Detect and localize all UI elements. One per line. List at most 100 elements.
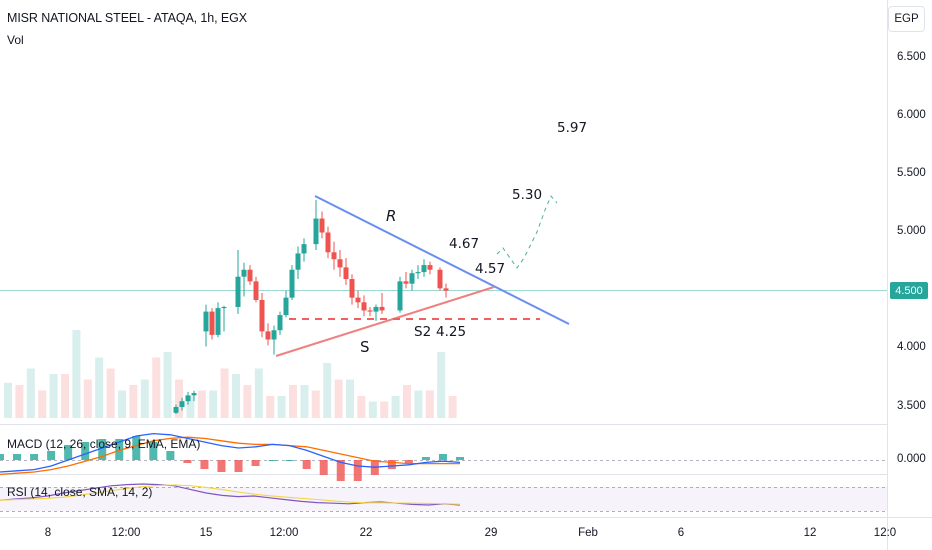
candle-body <box>319 218 325 233</box>
candle-body <box>221 306 227 309</box>
price-tick: 6.500 <box>897 51 926 63</box>
candle-body <box>415 272 421 274</box>
candle-body <box>403 281 409 284</box>
candle-body <box>283 297 289 316</box>
candle-body <box>349 279 355 298</box>
candle-body <box>179 401 185 407</box>
macd-histogram-bar <box>64 445 73 460</box>
volume-bar <box>129 385 138 418</box>
macd-histogram-bar <box>200 460 209 469</box>
rsi-legend[interactable]: RSI (14, close, SMA, 14, 2) <box>7 485 153 499</box>
candle-body <box>253 281 259 300</box>
candle-body <box>409 273 415 284</box>
macd-histogram-bar <box>456 457 464 460</box>
macd-histogram-bar <box>234 460 243 472</box>
volume-bar <box>403 385 411 418</box>
rsi-line <box>0 483 461 506</box>
volume-bar <box>26 368 35 418</box>
volume-bar <box>311 390 320 418</box>
volume-bar <box>38 390 47 418</box>
volume-bar <box>391 396 400 418</box>
volume-bar <box>49 374 58 418</box>
level-4-67: 4.67 <box>449 236 480 252</box>
candle-body <box>427 265 433 270</box>
support-trendline[interactable] <box>275 286 495 357</box>
price-tick: 5.500 <box>897 167 926 179</box>
volume-bar <box>289 385 297 418</box>
candle-body <box>295 253 301 270</box>
volume-bar <box>380 401 389 418</box>
macd-histogram-bar <box>353 460 362 481</box>
time-tick: 12:00 <box>269 527 299 539</box>
volume-bar <box>175 379 183 418</box>
volume-bars <box>4 330 457 418</box>
macd-histogram-bar <box>149 442 158 460</box>
volume-bar <box>220 368 229 418</box>
candle-body <box>241 269 247 277</box>
price-tick: 4.000 <box>897 341 926 353</box>
level-5-30: 5.30 <box>512 187 543 203</box>
macd-zero-tick: 0.000 <box>897 453 926 465</box>
currency-button[interactable]: EGP <box>888 6 925 32</box>
candle-body <box>421 265 427 273</box>
volume-bar <box>448 396 457 418</box>
volume-bar <box>95 357 104 418</box>
volume-bar <box>4 382 12 418</box>
candle-body <box>301 244 307 254</box>
s2-label: S2 <box>414 324 432 340</box>
candle-body <box>247 269 253 282</box>
macd-signal-line <box>0 436 460 476</box>
macd-line <box>0 432 461 473</box>
level-4-57: 4.57 <box>475 261 506 277</box>
macd-histogram-bar <box>183 460 192 463</box>
macd-histogram-bar <box>0 454 4 460</box>
price-tick: 6.000 <box>897 109 926 121</box>
volume-bar <box>209 390 218 418</box>
candle-body <box>265 331 271 340</box>
resistance-trendline[interactable] <box>314 195 570 325</box>
candle-body <box>209 311 215 335</box>
rsi-band <box>0 487 887 511</box>
macd-histogram-bar <box>336 460 345 481</box>
macd-legend[interactable]: MACD (12, 26, close, 9, EMA, EMA) <box>7 437 201 451</box>
macd-histogram-bar <box>302 460 311 469</box>
volume-bar <box>346 379 354 418</box>
candle-body <box>271 330 277 340</box>
candle-body <box>379 306 385 311</box>
time-tick: 12 <box>803 527 817 539</box>
volume-bar <box>152 357 161 418</box>
projection-path[interactable] <box>496 195 558 269</box>
candle-body <box>361 302 367 311</box>
price-tick: 5.000 <box>897 225 926 237</box>
macd-histogram-bar <box>132 436 141 460</box>
chart-title: MISR NATIONAL STEEL - ATAQA, 1h, EGX <box>7 11 247 25</box>
candle-body <box>437 269 443 289</box>
time-tick: 15 <box>199 527 213 539</box>
volume-bar <box>163 352 172 418</box>
macd-histogram-bar <box>387 460 396 469</box>
volume-bar <box>266 396 275 418</box>
candle-body <box>331 252 337 260</box>
volume-bar <box>197 390 206 418</box>
volume-bar <box>254 368 263 418</box>
macd-histogram-bar <box>438 454 447 460</box>
candle-body <box>313 218 319 245</box>
candlesticks <box>173 199 449 414</box>
volume-bar <box>15 385 24 418</box>
candle-body <box>259 299 265 332</box>
volume-bar <box>106 368 115 418</box>
macd-histogram-bar <box>285 460 294 461</box>
macd-pane <box>0 432 464 481</box>
candle-body <box>191 393 197 396</box>
candle-body <box>235 276 241 307</box>
candle-body <box>373 306 379 312</box>
candle-body <box>337 259 343 268</box>
volume-bar <box>323 363 332 418</box>
volume-bar <box>277 396 286 418</box>
time-tick: Feb <box>578 527 598 539</box>
volume-bar <box>83 379 92 418</box>
candle-body <box>277 315 283 331</box>
macd-histogram-bar <box>47 451 56 460</box>
macd-histogram-bar <box>166 451 175 460</box>
